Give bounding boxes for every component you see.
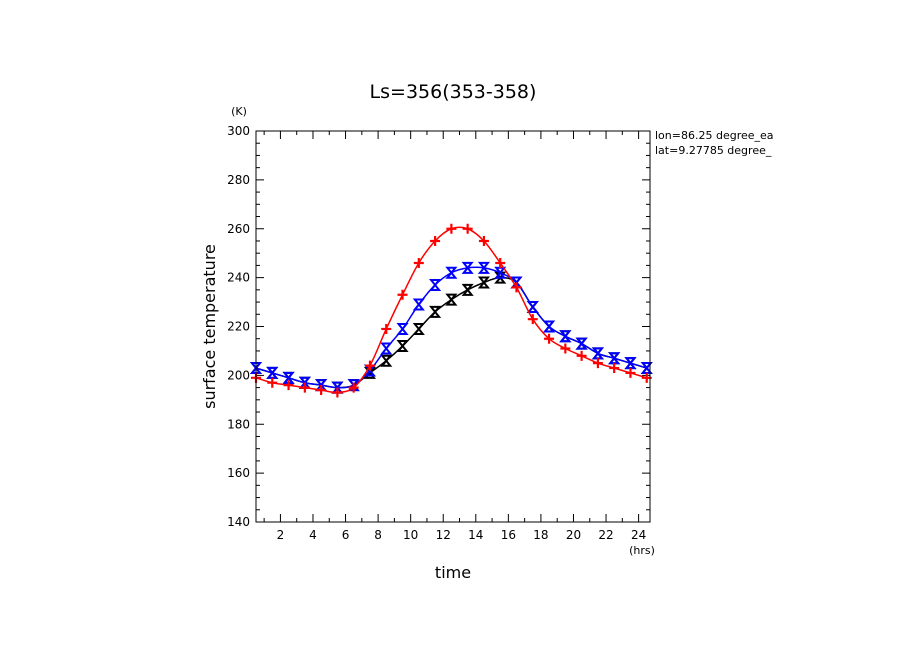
x-tick-label: 10: [403, 528, 418, 542]
data-point-hourglass: [526, 300, 539, 313]
x-unit-label: (hrs): [629, 544, 655, 557]
plot-series: [249, 223, 653, 398]
data-point-plus: [348, 382, 359, 393]
data-point-plus: [430, 235, 441, 246]
x-tick-label: 20: [566, 528, 581, 542]
data-point-hourglass: [429, 278, 442, 291]
data-point-plus: [625, 367, 636, 378]
data-point-plus: [299, 382, 310, 393]
y-tick-label: 240: [227, 271, 250, 285]
data-point-hourglass: [640, 362, 653, 375]
data-point-hourglass: [477, 261, 491, 274]
data-point-plus: [609, 363, 620, 374]
x-tick-label: 4: [309, 528, 317, 542]
y-tick-label: 140: [227, 515, 250, 529]
y-tick-label: 280: [227, 173, 250, 187]
data-point-hourglass: [575, 337, 588, 350]
series-2: [251, 223, 652, 398]
y-tick-label: 260: [227, 222, 250, 236]
x-tick-label: 6: [342, 528, 350, 542]
data-point-hourglass: [542, 320, 556, 333]
data-point-plus: [316, 385, 327, 396]
x-tick-label: 8: [374, 528, 382, 542]
data-point-hourglass: [380, 354, 393, 367]
data-point-plus: [413, 257, 424, 268]
data-point-plus: [267, 377, 278, 388]
y-tick-label: 300: [227, 124, 250, 138]
data-point-plus: [332, 387, 343, 398]
x-tick-label: 16: [501, 528, 516, 542]
plot-frame: [255, 130, 651, 523]
data-point-hourglass: [282, 371, 295, 384]
series-line-1: [255, 266, 647, 389]
x-tick-label: 24: [631, 528, 646, 542]
data-point-hourglass: [445, 293, 458, 306]
data-point-plus: [364, 360, 375, 371]
chart-title: Ls=356(353-358): [370, 81, 537, 103]
series-line-2: [255, 226, 647, 394]
annotation-lon: lon=86.25 degree_ea: [655, 129, 774, 142]
y-tick-label: 200: [227, 368, 250, 382]
data-point-hourglass: [396, 340, 409, 353]
data-point-plus: [283, 380, 294, 391]
x-tick-label: 12: [436, 528, 451, 542]
data-point-plus: [576, 350, 587, 361]
series-0: [249, 271, 653, 394]
x-tick-label: 2: [277, 528, 285, 542]
data-point-hourglass: [445, 266, 458, 279]
x-tick-label: 22: [598, 528, 613, 542]
data-point-hourglass: [266, 366, 279, 379]
data-point-plus: [592, 358, 603, 369]
x-tick-label: 18: [533, 528, 548, 542]
data-point-hourglass: [461, 261, 474, 274]
data-point-hourglass: [249, 362, 263, 375]
data-point-plus: [462, 223, 473, 234]
data-point-plus: [544, 333, 555, 344]
y-axis-label: surface temperature: [200, 244, 219, 409]
data-point-hourglass: [477, 276, 491, 289]
data-point-plus: [446, 223, 457, 234]
data-point-plus: [495, 257, 506, 268]
data-point-plus: [397, 289, 408, 300]
data-point-hourglass: [461, 283, 474, 296]
data-point-hourglass: [591, 347, 604, 360]
data-point-hourglass: [624, 357, 637, 370]
y-tick-label: 160: [227, 466, 250, 480]
data-point-hourglass: [396, 322, 409, 335]
data-point-plus: [511, 282, 522, 293]
x-tick-label: 14: [468, 528, 483, 542]
y-tick-label: 180: [227, 417, 250, 431]
annotation-lat: lat=9.27785 degree_: [655, 144, 772, 157]
data-point-hourglass: [559, 330, 572, 343]
data-point-hourglass: [380, 342, 393, 355]
data-point-plus: [381, 323, 392, 334]
y-tick-label: 220: [227, 320, 250, 334]
series-1: [249, 261, 653, 394]
data-point-hourglass: [429, 305, 442, 318]
data-point-hourglass: [608, 352, 621, 365]
y-unit-label: (K): [231, 105, 247, 118]
data-point-plus: [527, 314, 538, 325]
data-point-hourglass: [412, 298, 425, 311]
x-axis-label: time: [435, 563, 471, 582]
data-point-hourglass: [412, 322, 425, 335]
data-point-hourglass: [494, 266, 507, 279]
data-point-plus: [560, 343, 571, 354]
data-point-plus: [478, 235, 489, 246]
